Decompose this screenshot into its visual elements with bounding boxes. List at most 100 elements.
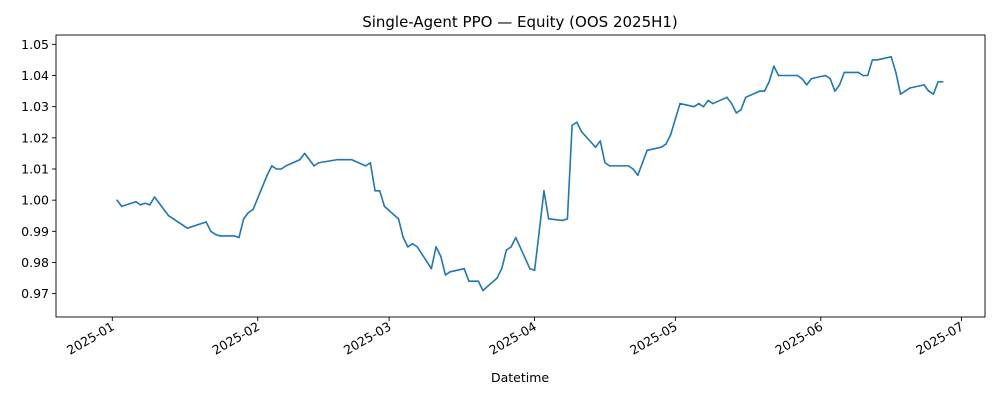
- equity-data-point: [416, 246, 419, 248]
- equity-data-point: [411, 242, 414, 245]
- y-tick-label: 0.99: [21, 224, 49, 239]
- equity-data-point: [369, 161, 372, 164]
- equity-data-point: [139, 204, 142, 206]
- equity-data-point: [308, 158, 311, 161]
- equity-data-point: [120, 205, 123, 208]
- equity-data-point: [285, 165, 287, 167]
- equity-data-point: [350, 158, 353, 161]
- equity-data-point: [909, 87, 911, 89]
- equity-data-point: [641, 161, 644, 164]
- equity-data-point: [463, 267, 466, 270]
- equity-data-point: [773, 65, 775, 67]
- equity-data-point: [153, 196, 156, 198]
- y-tick-label: 0.98: [21, 255, 49, 270]
- equity-data-point: [205, 221, 207, 223]
- equity-data-point: [561, 219, 564, 222]
- equity-data-point: [266, 174, 268, 177]
- equity-data-point: [637, 174, 639, 177]
- chart-title: Single-Agent PPO — Equity (OOS 2025H1): [362, 13, 678, 31]
- equity-data-point: [510, 246, 512, 248]
- equity-data-point: [580, 130, 583, 133]
- equity-data-point: [177, 221, 179, 223]
- equity-data-point: [252, 208, 254, 211]
- equity-data-point: [927, 90, 930, 92]
- equity-data-point: [777, 74, 780, 77]
- x-axis-label: Datetime: [491, 370, 549, 385]
- equity-data-point: [247, 211, 250, 214]
- equity-data-point: [937, 80, 939, 83]
- y-tick-label: 1.03: [21, 99, 49, 114]
- equity-data-point: [843, 71, 846, 74]
- y-tick-label: 1.02: [21, 130, 49, 145]
- equity-data-point: [280, 168, 283, 170]
- equity-data-point: [608, 165, 611, 167]
- equity-data-point: [439, 255, 442, 258]
- equity-data-point: [430, 267, 433, 270]
- equity-data-point: [744, 96, 747, 99]
- equity-data-point: [116, 199, 118, 201]
- equity-data-point: [735, 112, 738, 114]
- equity-data-point: [533, 269, 536, 272]
- equity-data-point: [895, 71, 897, 74]
- equity-data-point: [796, 74, 799, 77]
- equity-data-point: [515, 236, 517, 239]
- equity-data-point: [604, 161, 606, 164]
- equity-data-point: [866, 74, 869, 77]
- equity-data-point: [707, 99, 709, 102]
- equity-data-point: [500, 267, 503, 270]
- equity-data-point: [214, 233, 217, 236]
- y-tick-label: 1.00: [21, 193, 49, 208]
- equity-data-point: [712, 102, 714, 105]
- equity-data-point: [210, 230, 212, 233]
- equity-data-point: [374, 190, 376, 192]
- equity-data-point: [838, 84, 841, 86]
- equity-data-point: [702, 105, 705, 108]
- equity-data-point: [538, 230, 541, 233]
- y-tick-label: 1.05: [21, 37, 49, 52]
- equity-data-point: [758, 90, 761, 92]
- equity-data-point: [444, 274, 447, 276]
- equity-data-point: [435, 246, 437, 248]
- equity-data-point: [810, 77, 813, 80]
- equity-data-point: [172, 218, 175, 220]
- equity-data-point: [740, 108, 742, 111]
- equity-data-point: [313, 165, 315, 167]
- equity-data-point: [275, 168, 278, 170]
- equity-data-point: [477, 280, 480, 282]
- equity-data-point: [669, 133, 672, 136]
- equity-data-point: [674, 118, 677, 120]
- equity-data-point: [763, 90, 766, 92]
- equity-data-point: [871, 59, 874, 61]
- equity-data-point: [801, 77, 803, 80]
- equity-data-point: [529, 267, 531, 270]
- equity-data-point: [693, 105, 695, 108]
- equity-data-point: [242, 218, 245, 220]
- equity-data-point: [571, 124, 573, 127]
- equity-data-point: [730, 102, 733, 105]
- equity-data-point: [627, 165, 630, 167]
- equity-data-point: [167, 214, 170, 217]
- y-tick-label: 1.04: [21, 68, 49, 83]
- equity-data-point: [505, 249, 508, 251]
- equity-data-point: [941, 80, 944, 83]
- equity-series-line: [116, 56, 943, 292]
- equity-data-point: [299, 158, 301, 161]
- equity-data-point: [407, 246, 409, 248]
- equity-data-point: [468, 280, 470, 282]
- equity-data-point: [679, 102, 681, 105]
- equity-data-point: [829, 77, 831, 80]
- equity-data-point: [144, 202, 146, 205]
- equity-data-point: [876, 59, 878, 61]
- equity-data-point: [402, 236, 405, 239]
- equity-data-point: [472, 280, 475, 282]
- equity-data-point: [219, 235, 222, 237]
- equity-data-point: [632, 168, 634, 170]
- equity-data-point: [890, 56, 892, 58]
- equity-data-point: [341, 158, 344, 161]
- equity-data-point: [899, 93, 902, 95]
- equity-data-point: [660, 146, 663, 148]
- y-tick-label: 1.01: [21, 161, 49, 176]
- equity-data-point: [576, 121, 578, 124]
- equity-data-point: [149, 204, 151, 206]
